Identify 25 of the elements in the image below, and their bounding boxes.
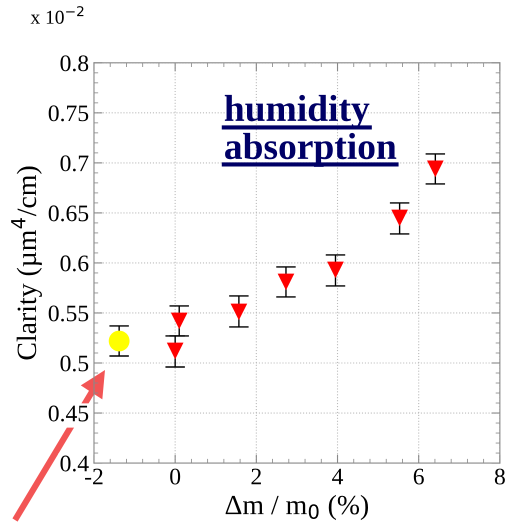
x-tick-label: 4 <box>332 468 344 484</box>
point <box>327 262 344 278</box>
point <box>427 160 444 178</box>
point <box>391 210 408 226</box>
point <box>230 304 248 320</box>
y-tick-label: 0.75 <box>48 105 88 122</box>
y-tick-label: 0.45 <box>48 406 88 422</box>
y-tick-label: 0.65 <box>48 205 88 222</box>
point <box>278 274 294 290</box>
point <box>170 312 188 330</box>
x-axis-title: Δm / m$_{0}$ (%) <box>226 494 368 520</box>
y-axis-title: Clarity (µm$^{4}$/cm) <box>11 166 42 360</box>
point <box>166 342 184 360</box>
y-tick-label: 0.6 <box>60 255 88 272</box>
x-tick-label: 0 <box>170 468 180 485</box>
point <box>108 330 130 352</box>
y-tick-label: 0.5 <box>60 355 88 372</box>
y-tick-label: 0.55 <box>48 305 88 322</box>
x-tick-label: 6 <box>414 468 424 485</box>
x-tick-label: 2 <box>251 468 261 484</box>
x-tick-label: 8 <box>494 468 505 485</box>
annotation: humidity absorption <box>224 94 396 167</box>
text: x 10$^{−2}$ <box>30 6 84 24</box>
y-tick-label: 0.8 <box>60 55 88 72</box>
y-tick-label: 0.7 <box>60 155 88 172</box>
